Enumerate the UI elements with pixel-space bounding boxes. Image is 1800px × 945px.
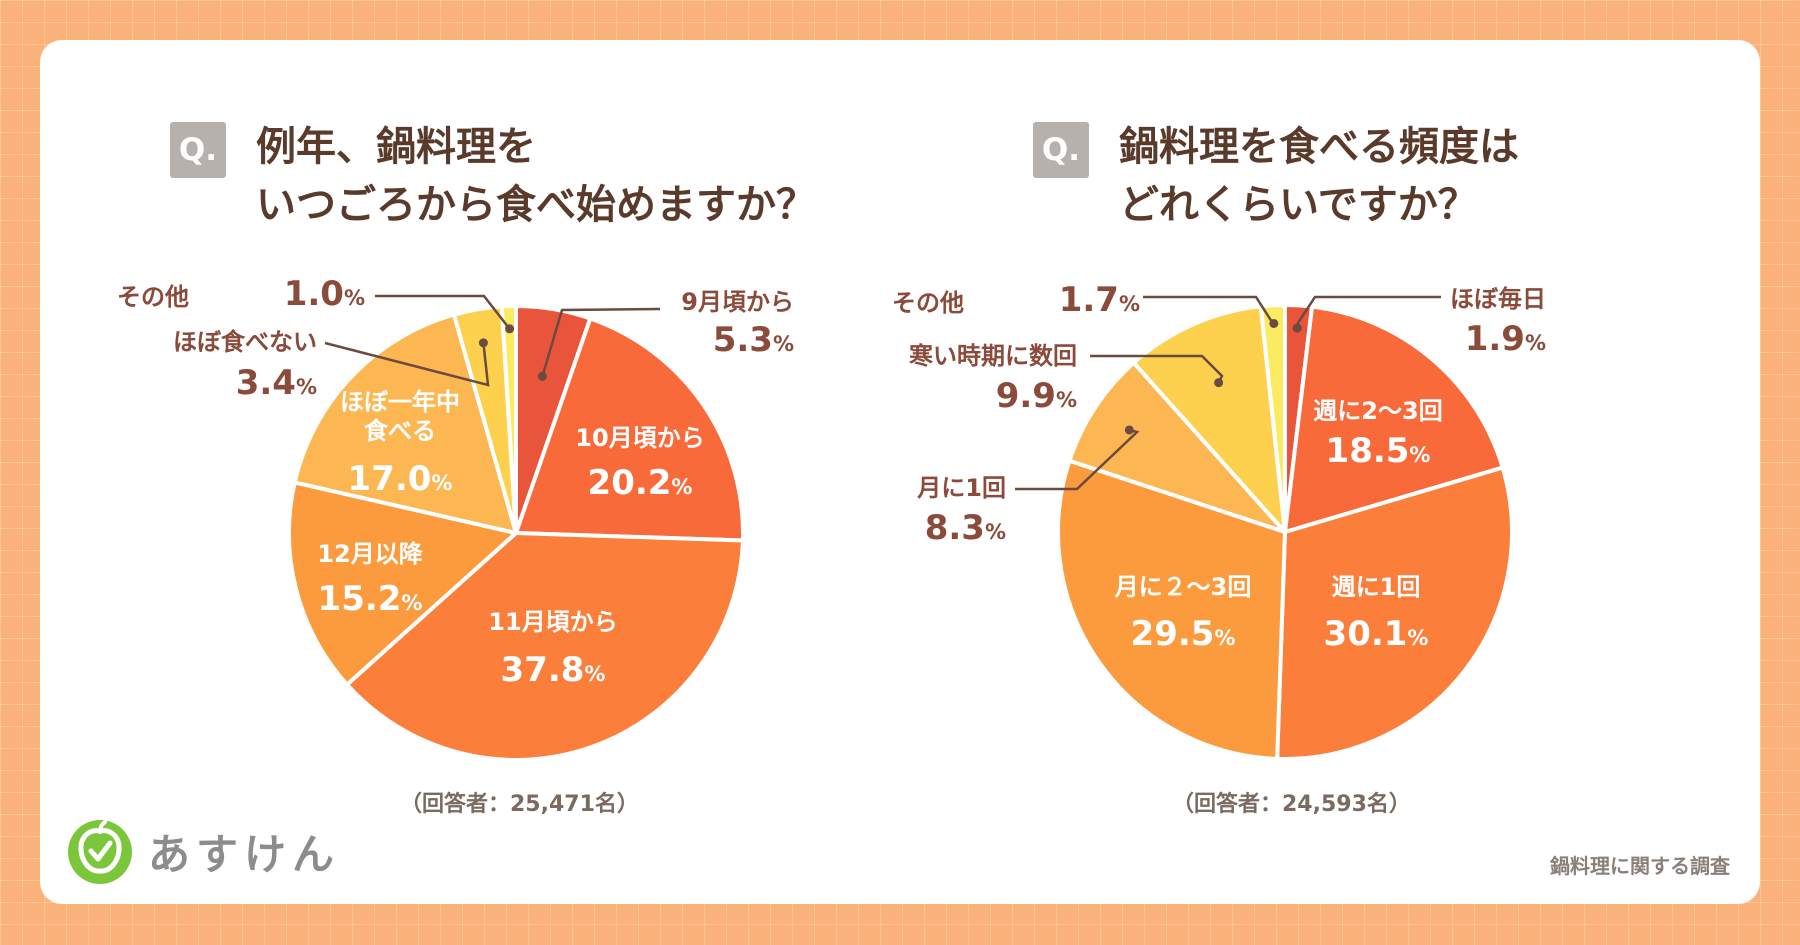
chart-1-title-line2: いつごろから食べ始めますか？ [256, 182, 816, 228]
chart-1-slice-5-value: 17.0% [348, 459, 453, 499]
chart-2-slice-5 [1067, 360, 1287, 534]
chart-1-slice-5-label-a: ほぼ一年中 [340, 388, 460, 416]
chart-2-slice-3-value: 30.1% [1324, 614, 1429, 654]
asken-apple-logo-icon [68, 820, 132, 884]
chart-1-respondents: （回答者：25,471名） [400, 792, 639, 817]
chart-1-slice-3 [345, 531, 745, 762]
chart-1-slice-6-leader [324, 341, 490, 387]
chart-1-slice-4-value: 15.2% [318, 579, 423, 619]
chart-2-slice-2-label: 週に2～3回 [1313, 397, 1442, 425]
chart-2-respondents: （回答者：24,593名） [1172, 792, 1411, 817]
chart-1-slice-3-value: 37.8% [501, 650, 606, 690]
chart-1-slice-2 [514, 316, 745, 543]
chart-1-slice-5 [292, 312, 518, 535]
chart-1-slice-1-value: 5.3% [713, 320, 794, 360]
chart-1-slice-5-label-b: 食べる [364, 417, 436, 445]
chart-2-slice-7-label: その他 [892, 289, 964, 317]
chart-1-slice-7-label: その他 [117, 283, 189, 311]
chart-2-title-line2: どれくらいですか？ [1119, 182, 1478, 228]
brand-name: あすけん [148, 830, 341, 879]
chart-1-slice-6-dot [478, 338, 488, 348]
chart-2-slice-3 [1275, 465, 1514, 761]
chart-1-slice-1-leader [541, 307, 661, 377]
chart-1-slice-7-value: 1.0% [284, 274, 365, 314]
chart-2-slice-4-label: 月に２～3回 [1114, 573, 1252, 601]
chart-1-slice-6-value: 3.4% [236, 363, 317, 403]
chart-2-slice-3-label: 週に1回 [1332, 573, 1421, 601]
chart-2-slice-6-label: 寒い時期に数回 [909, 342, 1077, 370]
chart-2-slice-2 [1283, 304, 1505, 534]
chart-1-slice-7-dot [505, 324, 515, 334]
question-badge-1: Q. [170, 122, 226, 178]
chart-1-slice-6-label: ほぼ食べない [173, 328, 317, 356]
chart-2-slice-2-value: 18.5% [1326, 431, 1431, 471]
question-badge-2: Q. [1033, 122, 1089, 178]
chart-2-slice-6-dot [1214, 378, 1224, 388]
chart-1-slice-3-label: 11月頃から [488, 608, 617, 636]
chart-1-slice-1-dot [537, 371, 547, 381]
chart-1-slice-4 [287, 480, 518, 687]
chart-1-slice-7 [499, 304, 518, 535]
chart-2-slice-5-label: 月に1回 [916, 474, 1006, 502]
chart-2-slice-5-dot [1124, 425, 1134, 435]
chart-1-title-line1: 例年、鍋料理を [256, 124, 536, 170]
chart-2-slice-1-value: 1.9% [1465, 319, 1546, 359]
chart-2-slice-7-value: 1.7% [1059, 280, 1140, 320]
chart-2-slice-7-dot [1269, 318, 1279, 328]
chart-2-slice-6-value: 9.9% [996, 376, 1077, 416]
chart-2-title-line1: 鍋料理を食べる頻度は [1119, 124, 1519, 170]
chart-1-slice-2-label: 10月頃から [575, 424, 704, 452]
chart-2-slice-1-dot [1292, 323, 1302, 333]
chart-2-slice-4-value: 29.5% [1131, 614, 1236, 654]
chart-1-slice-2-value: 20.2% [588, 463, 693, 503]
chart-1-slice-4-label: 12月以降 [317, 540, 423, 568]
survey-note: 鍋料理に関する調査 [1550, 854, 1730, 878]
chart-2-slice-5-value: 8.3% [925, 508, 1006, 548]
chart-1-slice-1-label: 9月頃から [681, 288, 794, 316]
chart-2-slice-4 [1056, 458, 1287, 761]
chart-2-slice-1-label: ほぼ毎日 [1450, 285, 1546, 313]
chart-2-slice-6 [1131, 304, 1287, 534]
